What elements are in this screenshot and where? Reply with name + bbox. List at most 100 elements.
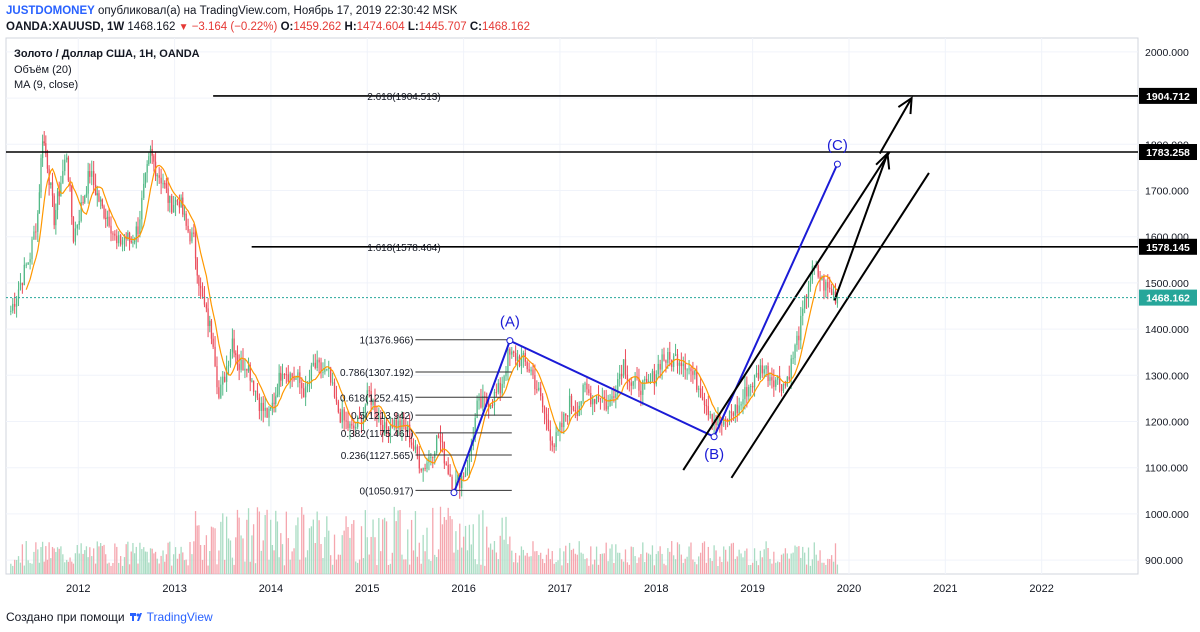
volume-bar [588,565,590,574]
candle-body [484,395,486,398]
candle-body [418,456,420,469]
volume-bar [699,552,702,574]
horizontal-levels[interactable]: 2.618(1904.513) 1.618(1578.464) [6,92,1138,254]
volume-bar [565,545,567,574]
footer: Создано при помощи TradingView [6,610,213,624]
candle-body [426,462,428,469]
candle-body [659,363,661,370]
trend-channel[interactable] [682,151,930,479]
candle-body [827,282,829,288]
candle-body [663,354,665,361]
volume-bar [501,517,503,574]
volume-bar [468,524,471,574]
volume-bar [395,521,397,574]
candle-body [64,159,66,172]
candle-body [437,435,440,437]
volume-bar [246,519,248,574]
candle-body [593,399,596,404]
candle-body [283,374,286,376]
candle-body [169,195,171,203]
time-tick-label: 2020 [837,583,861,595]
candle-body [14,303,16,307]
candle-body [495,391,498,393]
candle-body [364,405,366,413]
candle-body [119,235,122,245]
volume-bar [516,562,519,574]
tradingview-logo-icon[interactable] [129,610,143,624]
candle-body [89,171,91,177]
candle-body [748,386,750,397]
candle-body [23,264,25,286]
wave-lines[interactable]: (A) (B) (C) [450,137,848,497]
volume-bar [773,551,775,574]
price-axis[interactable]: 2000.0001900.0001800.0001700.0001600.000… [1145,47,1189,567]
volume-bar [119,556,122,574]
candle-body [55,209,57,226]
volume-bar [260,550,262,574]
tradingview-brand[interactable]: TradingView [146,610,213,624]
volume-bar [513,562,515,574]
volume-bar [333,534,336,574]
volume-bar [132,542,134,574]
candle-body [622,359,625,377]
volume-bar [165,554,168,574]
volume-bar [541,558,544,574]
volume-bar [397,510,399,574]
candle-body [110,225,112,234]
volume-bar [328,530,330,574]
volume-bar [530,556,532,574]
candle-body [291,373,293,378]
volume-bar [171,565,173,574]
volume-bar [682,562,684,574]
candle-body [193,232,195,234]
volume-bar [751,562,754,574]
candle-body [665,360,667,363]
volume-bar [370,536,372,574]
candle-body [165,183,168,189]
volume-bar [524,555,526,574]
volume-bar [476,564,478,574]
candle-body [736,404,738,414]
volume-bar [709,558,711,574]
publisher-name[interactable]: JUSTDOMONEY [6,5,95,17]
volume-bar [23,565,25,574]
candle-body [646,378,648,383]
candle-body [738,405,740,414]
volume-bar [164,561,166,574]
volume-bar [85,546,88,574]
candle-body [360,417,363,425]
chart-title: Золото / Доллар США, 1Н, OANDA [14,48,200,60]
candle-body [385,422,388,429]
candle-body [699,388,702,397]
time-tick-label: 2015 [355,583,379,595]
candle-body [522,352,524,357]
volume-bar [644,562,646,574]
candle-body [829,287,831,289]
volume-bar [222,513,224,574]
candle-body [597,396,600,399]
volume-bar [746,548,748,574]
volume-bar [676,542,679,574]
candle-body [114,233,116,236]
candle-body [505,371,507,377]
time-axis[interactable]: 2012 2013 2014 2015 2016 2017 2018 2019 2020 2021… [66,583,1054,595]
volume-bar [214,528,216,574]
volume-bar [15,559,18,574]
volume-bar [167,542,169,574]
volume-bar [121,565,124,574]
volume-bar [280,533,282,574]
volume-bar [410,519,413,574]
fib-retracement[interactable]: 1(1376.966) 0.786(1307.192) 0.618(1252.415… [340,336,512,498]
volume-bar [262,540,264,574]
price-chart[interactable]: 2.618(1904.513) 1.618(1578.464) 1(1376.96… [0,0,1200,605]
volume-bar [146,551,148,574]
volume-bar [698,556,700,574]
candle-body [128,232,131,242]
candle-body [632,381,634,386]
candle-body [227,365,230,367]
candle-body [647,381,650,383]
projection-arrows[interactable] [833,96,913,301]
volume-bar [320,544,322,574]
candle-body [351,423,353,426]
candle-body [709,414,711,416]
